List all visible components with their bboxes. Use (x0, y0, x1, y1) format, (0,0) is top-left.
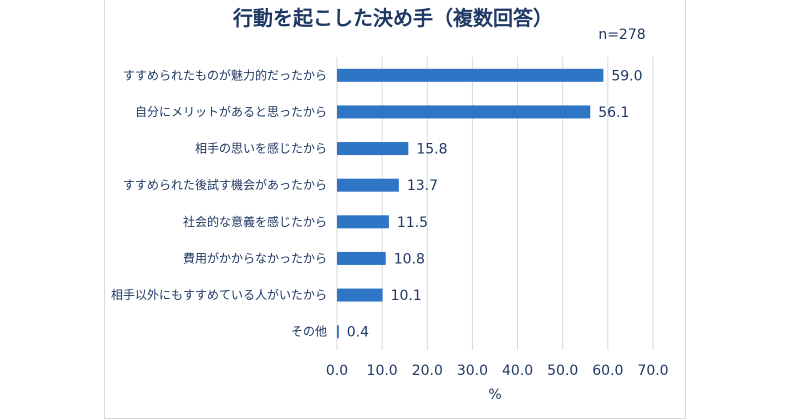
value-label: 15.8 (416, 142, 447, 158)
bar (337, 105, 591, 119)
category-label: 自分にメリットがあると思ったから (135, 104, 327, 119)
x-tick-labels: 0.0 10.0 20.0 30.0 40.0 50.0 60.0 70.0 (326, 363, 669, 379)
bar (337, 142, 409, 156)
bar (337, 325, 339, 339)
value-label: 13.7 (407, 178, 438, 194)
x-tick-label: 60.0 (592, 363, 623, 379)
value-label: 56.1 (598, 105, 629, 121)
x-tick-label: 70.0 (637, 363, 668, 379)
x-tick-label: 20.0 (412, 363, 443, 379)
sample-size-note: n=278 (598, 27, 645, 43)
x-axis-label: % (488, 387, 501, 403)
x-tick-label: 0.0 (326, 363, 348, 379)
value-label: 0.4 (347, 325, 369, 341)
category-label: その他 (291, 325, 327, 339)
value-label: 10.8 (394, 251, 425, 267)
category-label: すすめられたものが魅力的だったから (123, 67, 327, 82)
chart-title: 行動を起こした決め手（複数回答） (232, 6, 553, 30)
value-label: 59.0 (611, 68, 642, 84)
bar (337, 68, 604, 82)
category-label: 相手以外にもすすめている人がいたから (111, 287, 327, 302)
category-label: 相手の思いを感じたから (195, 141, 327, 156)
bar (337, 215, 389, 229)
category-label: すすめられた後試す機会があったから (123, 177, 327, 192)
category-label: 費用がかからなかったから (183, 250, 327, 265)
bar (337, 178, 399, 192)
category-label: 社会的な意義を感じたから (183, 214, 327, 229)
gridlines (336, 57, 654, 350)
value-labels: 59.0 56.1 15.8 13.7 11.5 10.8 10.1 0.4 (347, 68, 643, 340)
x-tick-label: 10.0 (367, 363, 398, 379)
bar (337, 251, 386, 265)
x-tick-label: 30.0 (457, 363, 488, 379)
value-label: 11.5 (397, 215, 428, 231)
value-label: 10.1 (391, 288, 422, 304)
x-tick-label: 40.0 (502, 363, 533, 379)
chart-frame (104, 0, 686, 419)
bars (337, 68, 604, 339)
category-labels: すすめられたものが魅力的だったから自分にメリットがあると思ったから相手の思いを感… (111, 67, 327, 338)
bar (337, 288, 383, 302)
x-tick-label: 50.0 (547, 363, 578, 379)
